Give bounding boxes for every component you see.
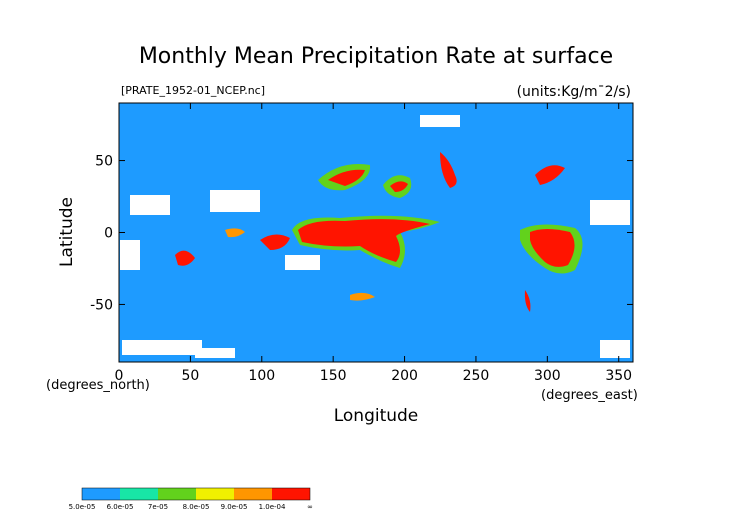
- x-axis-label: Longitude: [334, 406, 419, 426]
- colorbar-label: 9.0e-05: [221, 503, 248, 511]
- x-tick-label: 200: [391, 368, 418, 384]
- missing-areas: [120, 115, 630, 358]
- x-tick-label: 100: [248, 368, 275, 384]
- colorbar: 5.0e-05 6.0e-05 7e-05 8.0e-05 9.0e-05 1.0e-04…: [69, 487, 313, 511]
- x-tick-label: 50: [181, 368, 199, 384]
- chart-title: Monthly Mean Precipitation Rate at surfa…: [139, 44, 613, 69]
- precip-blobs: [175, 152, 583, 312]
- units-label: (units:Kg/m¯2/s): [517, 84, 631, 100]
- y-tick-label: -50: [90, 297, 113, 313]
- x-unit-label: (degrees_east): [541, 388, 638, 403]
- colorbar-swatch: [158, 488, 196, 500]
- x-tick-label: 150: [320, 368, 347, 384]
- file-label: [PRATE_1952-01_NCEP.nc]: [121, 84, 265, 97]
- y-unit-label: (degrees_north): [46, 378, 150, 393]
- colorbar-swatch: [234, 488, 272, 500]
- colorbar-label: 7e-05: [148, 503, 168, 511]
- colorbar-swatch: [82, 488, 120, 500]
- colorbar-label: 1.0e-04: [259, 503, 286, 511]
- y-axis-label: Latitude: [57, 197, 77, 267]
- y-tick-label: 0: [104, 226, 113, 242]
- x-tick-label: 250: [463, 368, 490, 384]
- colorbar-label: 6.0e-05: [107, 503, 134, 511]
- y-tick-label: 50: [95, 154, 113, 170]
- map-field: [119, 103, 633, 362]
- colorbar-frame: [81, 487, 311, 501]
- axes: 0 50 100 150 200 250 300 350 -50 0 50: [90, 103, 633, 384]
- x-tick-label: 350: [605, 368, 632, 384]
- colorbar-label: 5.0e-05: [69, 503, 96, 511]
- x-tick-label: 300: [534, 368, 561, 384]
- colorbar-swatch: [272, 488, 310, 500]
- colorbar-label: ∞: [307, 503, 313, 511]
- colorbar-swatch: [120, 488, 158, 500]
- colorbar-swatch: [196, 488, 234, 500]
- x-tick-label: 0: [115, 368, 124, 384]
- colorbar-label: 8.0e-05: [183, 503, 210, 511]
